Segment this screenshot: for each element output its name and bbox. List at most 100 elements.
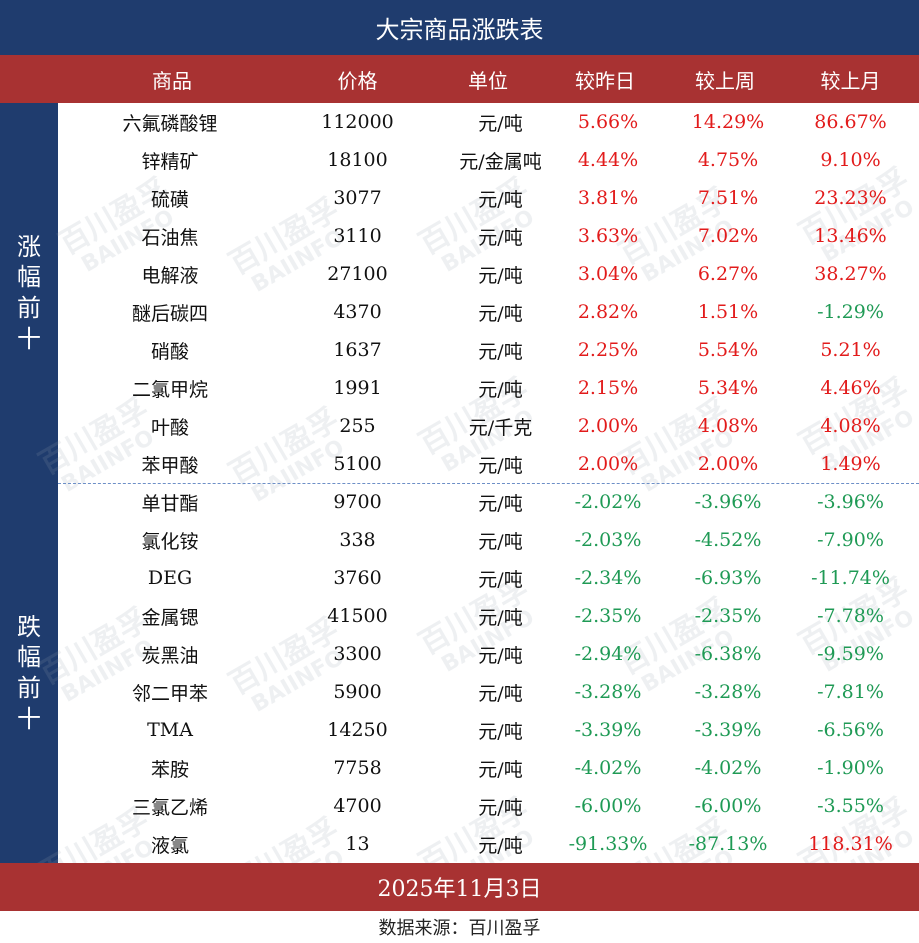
side-label-top-gainers: 涨 幅 前 十: [0, 103, 58, 483]
table-row: DEG 3760 元/吨 -2.34% -6.93% -11.74%: [58, 559, 919, 597]
commodity-name: 单甘酯: [141, 492, 199, 515]
price: 41500: [327, 605, 388, 627]
commodity-name: 氯化铵: [141, 530, 199, 553]
commodity-name: 电解液: [141, 264, 199, 287]
change-day: 2.00%: [577, 415, 639, 437]
report-date: 2025年11月3日: [0, 863, 919, 911]
change-month: 4.08%: [820, 415, 881, 437]
price: 27100: [327, 263, 388, 285]
unit: 元/吨: [478, 378, 523, 401]
price: 112000: [321, 111, 394, 133]
header-week-change: 较上周: [695, 68, 755, 93]
unit: 元/吨: [478, 492, 523, 515]
change-month: 38.27%: [814, 263, 887, 285]
table-row: 叶酸 255 元/千克 2.00% 4.08% 4.08%: [58, 407, 919, 445]
commodity-name: 二氯甲烷: [131, 378, 208, 401]
price: 3760: [333, 567, 382, 589]
change-month: 5.21%: [820, 339, 881, 361]
change-week: 7.51%: [697, 187, 759, 209]
change-month: -3.96%: [817, 491, 884, 513]
table-row: 硫磺 3077 元/吨 3.81% 7.51% 23.23%: [58, 179, 919, 217]
table-row: 二氯甲烷 1991 元/吨 2.15% 5.34% 4.46%: [58, 369, 919, 407]
unit: 元/吨: [478, 644, 523, 667]
unit: 元/吨: [478, 796, 523, 819]
table-row: 锌精矿 18100 元/金属吨 4.44% 4.75% 9.10%: [58, 141, 919, 179]
change-day: 2.25%: [577, 339, 639, 361]
change-day: -2.94%: [574, 643, 642, 665]
price: 3300: [333, 643, 382, 665]
table-row: TMA 14250 元/吨 -3.39% -3.39% -6.56%: [58, 711, 919, 749]
change-day: 5.66%: [577, 111, 639, 133]
side-char: 幅: [17, 263, 41, 292]
side-label-top-losers: 跌 幅 前 十: [0, 483, 58, 863]
change-day: -3.28%: [574, 681, 642, 703]
change-day: 3.81%: [577, 187, 639, 209]
price: 5900: [333, 681, 382, 703]
commodity-name: 三氯乙烯: [131, 796, 208, 819]
change-week: 4.75%: [697, 149, 759, 171]
unit: 元/吨: [478, 530, 523, 553]
change-day: -91.33%: [568, 833, 648, 855]
change-month: -7.78%: [817, 605, 884, 627]
table-row: 液氯 13 元/吨 -91.33% -87.13% 118.31%: [58, 825, 919, 863]
table-row: 邻二甲苯 5900 元/吨 -3.28% -3.28% -7.81%: [58, 673, 919, 711]
commodity-name: 邻二甲苯: [131, 682, 208, 705]
change-day: 3.63%: [577, 225, 639, 247]
commodity-name: 硫磺: [150, 188, 189, 211]
side-char: 十: [17, 704, 41, 733]
change-week: 6.27%: [697, 263, 759, 285]
change-month: -1.90%: [817, 757, 884, 779]
header-day-change: 较昨日: [575, 68, 635, 93]
change-month: -7.81%: [817, 681, 884, 703]
change-week: 5.34%: [697, 377, 759, 399]
commodity-name: 液氯: [150, 834, 189, 857]
table-row: 炭黑油 3300 元/吨 -2.94% -6.38% -9.59%: [58, 635, 919, 673]
change-day: -4.02%: [574, 757, 642, 779]
unit: 元/金属吨: [459, 150, 542, 173]
change-month: -9.59%: [817, 643, 884, 665]
side-char: 跌: [17, 612, 41, 641]
price: 13: [345, 833, 370, 855]
header-price: 价格: [337, 68, 378, 93]
change-day: 3.04%: [577, 263, 639, 285]
unit: 元/吨: [478, 454, 523, 477]
change-week: 4.08%: [697, 415, 759, 437]
table-row: 六氟磷酸锂 112000 元/吨 5.66% 14.29% 86.67%: [58, 103, 919, 141]
table-row: 醚后碳四 4370 元/吨 2.82% 1.51% -1.29%: [58, 293, 919, 331]
side-char: 涨: [17, 232, 41, 261]
change-week: -87.13%: [688, 833, 768, 855]
unit: 元/吨: [478, 720, 523, 743]
change-day: 4.44%: [577, 149, 639, 171]
price: 9700: [333, 491, 382, 513]
change-week: 1.51%: [697, 301, 759, 323]
change-week: 14.29%: [691, 111, 765, 133]
table-row: 单甘酯 9700 元/吨 -2.02% -3.96% -3.96%: [58, 483, 919, 521]
commodity-name: DEG: [147, 567, 193, 589]
table-row: 金属锶 41500 元/吨 -2.35% -2.35% -7.78%: [58, 597, 919, 635]
change-week: -3.39%: [694, 719, 762, 741]
unit: 元/吨: [478, 834, 523, 857]
change-week: -6.38%: [694, 643, 762, 665]
side-char: 前: [17, 294, 41, 322]
change-month: -3.55%: [817, 795, 884, 817]
unit: 元/吨: [478, 568, 523, 591]
price: 18100: [327, 149, 388, 171]
commodity-name: 炭黑油: [141, 644, 199, 667]
commodity-name: 六氟磷酸锂: [122, 112, 218, 135]
change-day: -2.03%: [574, 529, 642, 551]
commodity-name: 金属锶: [141, 606, 199, 629]
change-day: -6.00%: [574, 795, 642, 817]
change-week: -3.96%: [694, 491, 762, 513]
side-char: 十: [17, 324, 41, 353]
price: 4370: [333, 301, 382, 323]
change-week: 2.00%: [697, 453, 759, 475]
change-week: -4.52%: [694, 529, 762, 551]
side-char: 幅: [17, 643, 41, 672]
change-month: 86.67%: [814, 111, 887, 133]
change-day: -2.35%: [574, 605, 642, 627]
change-day: 2.00%: [577, 453, 639, 475]
change-month: 4.46%: [820, 377, 881, 399]
table-row: 苯胺 7758 元/吨 -4.02% -4.02% -1.90%: [58, 749, 919, 787]
change-month: 23.23%: [814, 187, 887, 209]
change-day: 2.82%: [577, 301, 639, 323]
